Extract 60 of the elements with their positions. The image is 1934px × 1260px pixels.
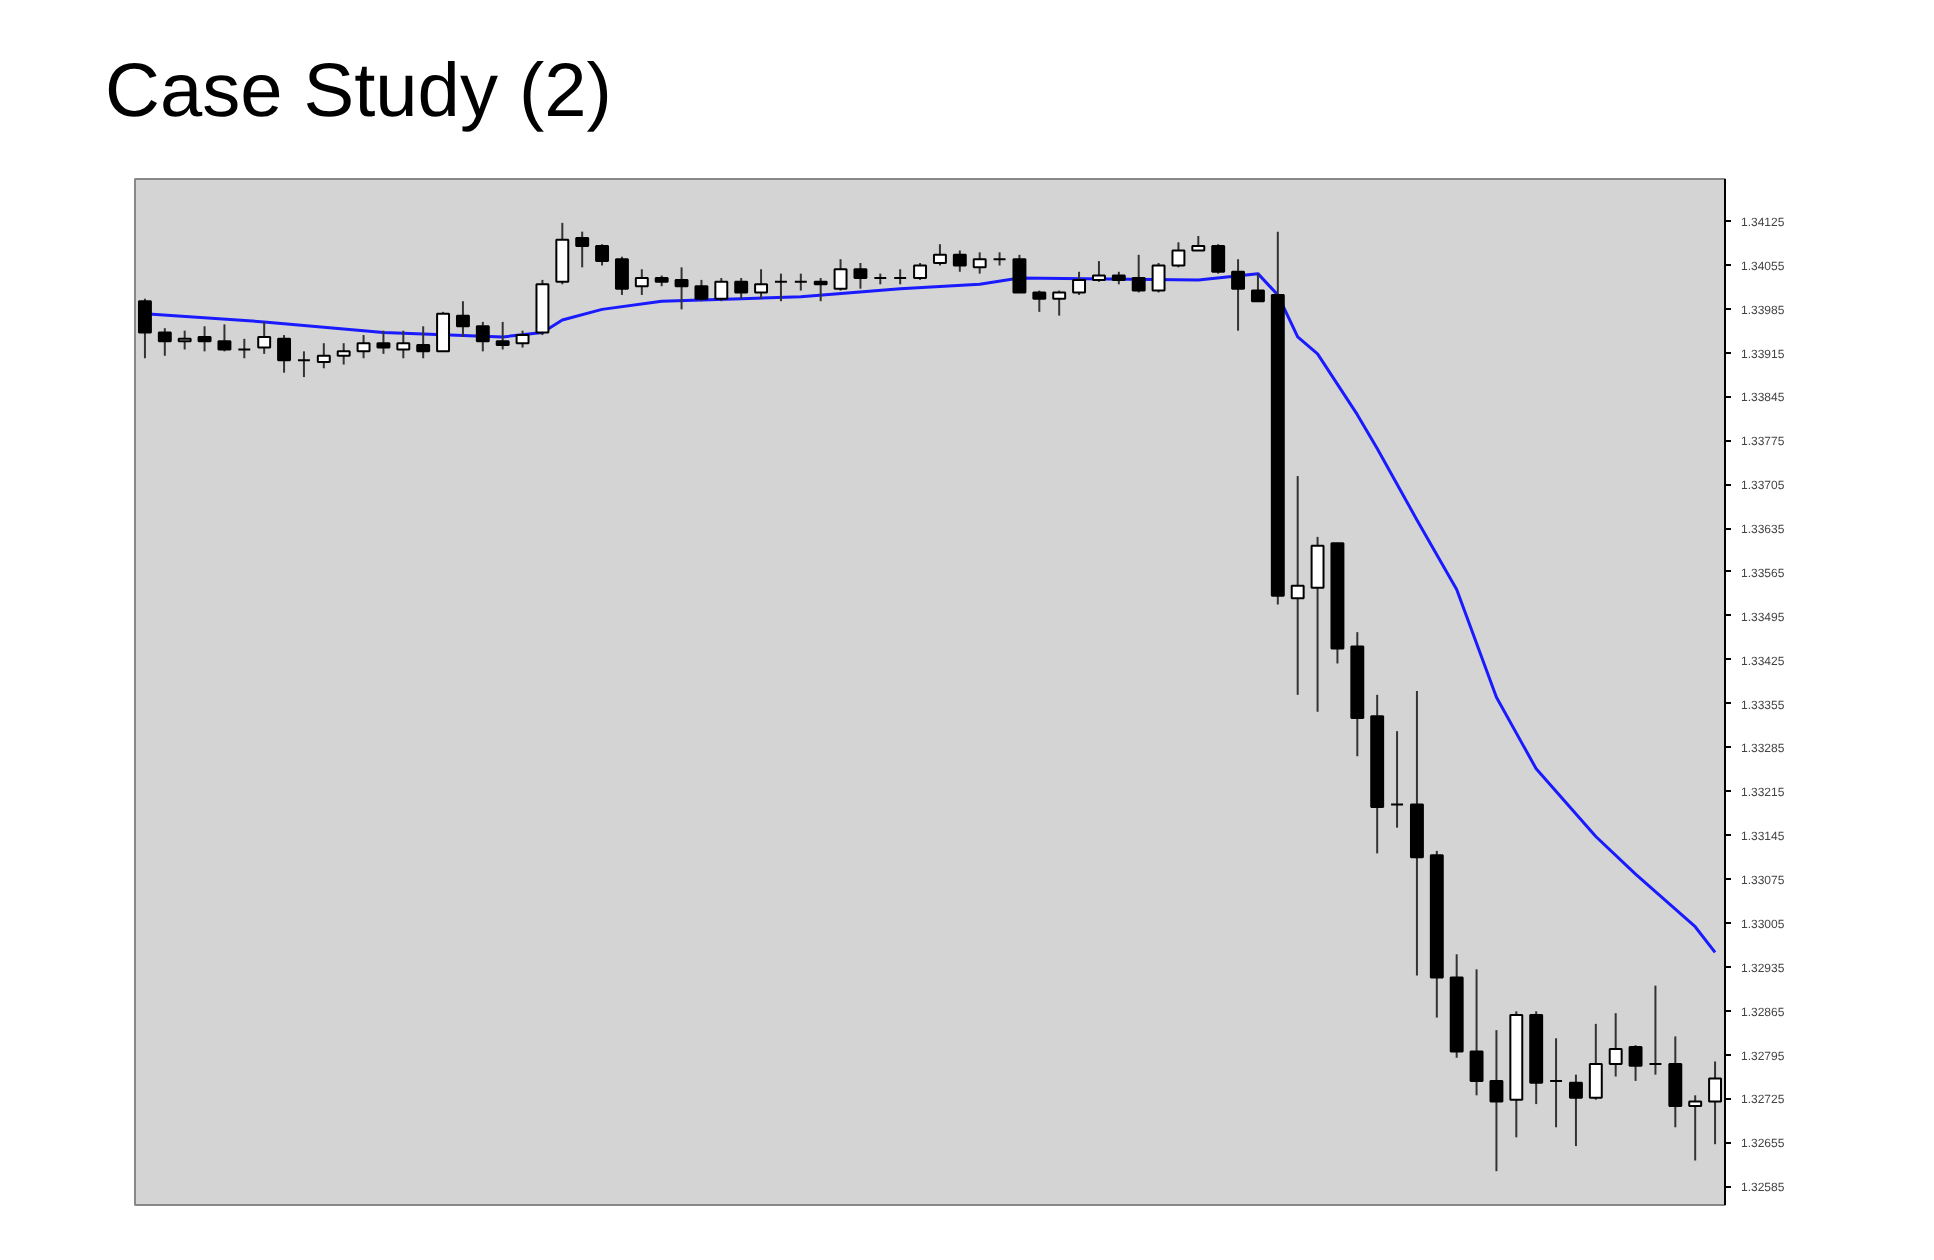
candlestick (714, 277, 729, 303)
candlestick (1668, 1035, 1683, 1129)
candlestick (754, 268, 769, 300)
candlestick (555, 221, 570, 286)
candlestick (296, 350, 311, 379)
candlestick (1131, 253, 1146, 294)
candlestick (773, 272, 788, 303)
candlestick (1211, 243, 1226, 275)
candlestick (1290, 475, 1305, 696)
candlestick (1608, 1012, 1623, 1078)
candlestick (396, 329, 411, 360)
candlestick (1310, 535, 1325, 713)
candlestick (1171, 241, 1186, 269)
candlestick (1091, 260, 1106, 283)
candlestick (614, 255, 629, 296)
candlestick (1012, 253, 1027, 294)
candlestick (833, 258, 848, 292)
candlestick (1390, 730, 1405, 829)
candlestick (1549, 1037, 1564, 1129)
candlestick (356, 334, 371, 360)
chart-title: Case Study (2) (105, 50, 612, 134)
candlestick (1052, 289, 1067, 317)
candlestick (475, 320, 490, 353)
candlestick (177, 329, 192, 351)
candlestick (1588, 1022, 1603, 1101)
candlestick (1688, 1094, 1703, 1162)
candlestick (734, 277, 749, 300)
candlestick (1151, 261, 1166, 294)
candlestick (1231, 258, 1246, 332)
candlestick (217, 323, 232, 353)
candlestick (674, 266, 689, 311)
candlestick (416, 325, 431, 360)
candlestick (197, 325, 212, 353)
candlestick (1568, 1073, 1583, 1148)
candlestick (1469, 968, 1484, 1097)
candlestick (853, 261, 868, 290)
candlestick (575, 230, 590, 269)
candlestick (1250, 272, 1265, 303)
candlestick (972, 251, 987, 275)
candlestick (813, 277, 828, 303)
candlestick (455, 300, 470, 338)
candlestick (595, 243, 610, 267)
candlestick (257, 320, 272, 355)
candlestick (1628, 1044, 1643, 1082)
candlestick (1489, 1029, 1504, 1173)
candlestick (137, 297, 152, 360)
candlestick (157, 327, 172, 357)
candlestick (952, 249, 967, 273)
candlestick (277, 334, 292, 374)
candlestick (694, 278, 709, 303)
candlestick (1648, 984, 1663, 1076)
candlestick (237, 337, 252, 360)
candlestick (436, 310, 451, 353)
candlestick (932, 243, 947, 267)
candlestick (376, 329, 391, 355)
candlestick (1072, 270, 1087, 296)
candlestick (495, 320, 510, 351)
candlestick (316, 342, 331, 370)
candlestick (634, 268, 649, 296)
candlestick (336, 342, 351, 366)
